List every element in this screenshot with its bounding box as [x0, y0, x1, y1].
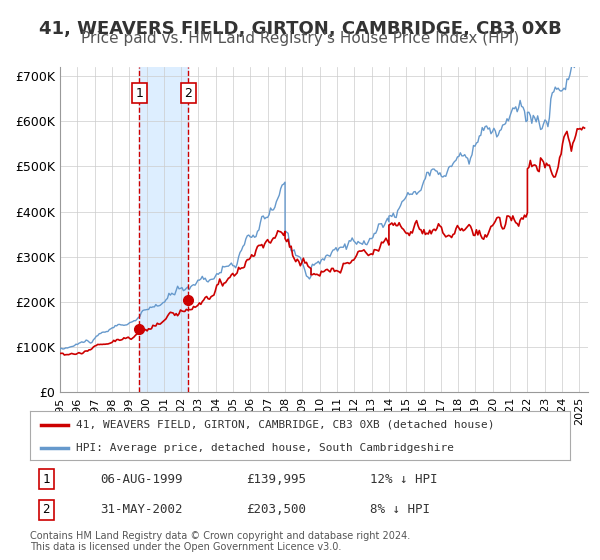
Text: Contains HM Land Registry data © Crown copyright and database right 2024.
This d: Contains HM Land Registry data © Crown c…	[30, 531, 410, 553]
Text: 12% ↓ HPI: 12% ↓ HPI	[370, 473, 438, 486]
Text: 1: 1	[136, 87, 143, 100]
Text: HPI: Average price, detached house, South Cambridgeshire: HPI: Average price, detached house, Sout…	[76, 443, 454, 453]
Text: 8% ↓ HPI: 8% ↓ HPI	[370, 503, 430, 516]
Text: 41, WEAVERS FIELD, GIRTON, CAMBRIDGE, CB3 0XB: 41, WEAVERS FIELD, GIRTON, CAMBRIDGE, CB…	[38, 20, 562, 38]
Bar	[139, 67, 188, 392]
Text: £203,500: £203,500	[246, 503, 306, 516]
Text: Price paid vs. HM Land Registry's House Price Index (HPI): Price paid vs. HM Land Registry's House …	[81, 31, 519, 46]
Text: 2: 2	[184, 87, 192, 100]
Text: 31-MAY-2002: 31-MAY-2002	[100, 503, 182, 516]
Text: 2: 2	[43, 503, 50, 516]
Text: 41, WEAVERS FIELD, GIRTON, CAMBRIDGE, CB3 0XB (detached house): 41, WEAVERS FIELD, GIRTON, CAMBRIDGE, CB…	[76, 420, 494, 430]
Text: 06-AUG-1999: 06-AUG-1999	[100, 473, 182, 486]
Text: 1: 1	[43, 473, 50, 486]
Text: £139,995: £139,995	[246, 473, 306, 486]
